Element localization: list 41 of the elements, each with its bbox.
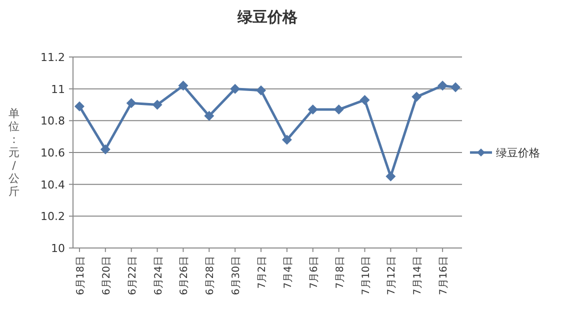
- x-tick-label: 7月14日: [412, 256, 424, 296]
- point: [100, 144, 110, 154]
- y-tick-label: 10.6: [40, 146, 65, 160]
- y-axis-title: 单位：元/公斤: [8, 107, 20, 198]
- x-tick-label: 6月28日: [205, 256, 216, 296]
- point: [386, 171, 396, 182]
- chart-title: 绿豆价格: [236, 8, 298, 26]
- x-tick-label: 6月30日: [231, 256, 242, 296]
- x-tick-label: 6月26日: [179, 256, 190, 296]
- x-tick-label: 7月12日: [386, 256, 398, 296]
- point: [334, 104, 344, 115]
- x-tick-label: 6月20日: [101, 256, 112, 296]
- x-tick-label: 7月8日: [334, 256, 346, 289]
- point: [360, 94, 370, 105]
- point: [230, 84, 240, 94]
- x-tick-label: 7月4日: [282, 256, 294, 289]
- legend-label: 绿豆价格: [496, 146, 540, 160]
- x-tick-label: 7月16日: [438, 256, 450, 296]
- x-tick-label: 7月6日: [308, 256, 320, 289]
- y-tick-label: 10.8: [40, 114, 65, 128]
- y-tick-label: 10.4: [40, 178, 65, 192]
- y-tick-label: 10.2: [40, 210, 65, 224]
- y-tick-label: 10: [51, 242, 65, 255]
- point: [450, 82, 461, 92]
- y-tick-label: 11: [51, 82, 65, 96]
- point: [152, 100, 162, 110]
- point: [438, 80, 448, 91]
- y-tick-label: 11.2: [40, 51, 65, 64]
- point: [282, 134, 292, 145]
- point: [74, 101, 84, 112]
- x-tick-label: 6月22日: [127, 256, 138, 296]
- point: [256, 85, 266, 96]
- point: [178, 80, 188, 91]
- x-tick-label: 6月18日: [75, 256, 86, 296]
- point: [204, 110, 214, 121]
- x-tick-label: 7月2日: [257, 256, 268, 289]
- point: [412, 92, 422, 102]
- point: [126, 98, 136, 108]
- x-tick-label: 7月10日: [360, 256, 372, 296]
- x-tick-label: 6月24日: [153, 256, 164, 296]
- point: [308, 104, 318, 115]
